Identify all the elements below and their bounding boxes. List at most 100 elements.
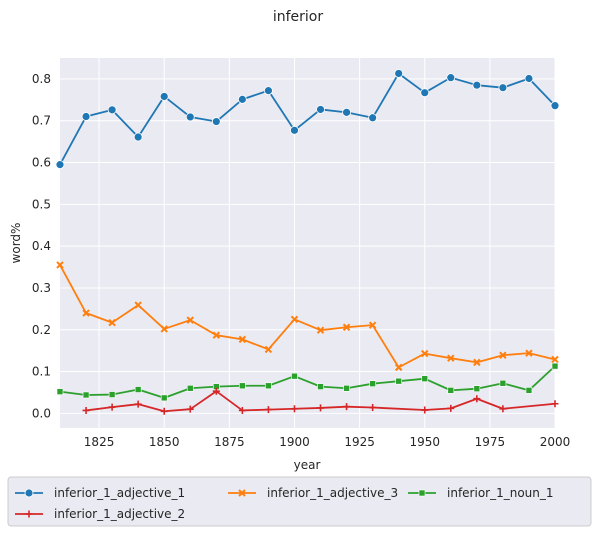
data-point: [160, 407, 168, 415]
x-axis-label: year: [294, 458, 321, 472]
data-point: [25, 510, 33, 518]
data-point: [525, 349, 533, 357]
data-point: [472, 80, 482, 90]
data-point: [290, 125, 299, 135]
data-point: [134, 386, 142, 393]
y-axis-label: word%: [9, 223, 23, 264]
y-tick-label: 0.8: [32, 72, 51, 86]
data-point: [551, 355, 559, 364]
data-point: [421, 406, 429, 414]
grid-lines: [60, 58, 556, 428]
data-point: [186, 384, 194, 392]
data-point: [343, 403, 351, 411]
data-point: [108, 403, 116, 411]
data-point: [264, 345, 273, 354]
data-point: [108, 318, 116, 327]
plot-background: [60, 58, 555, 428]
data-point: [316, 105, 325, 114]
data-point: [499, 351, 507, 359]
data-point: [447, 387, 455, 394]
data-point: [342, 323, 351, 331]
data-point: [290, 405, 298, 413]
data-point: [108, 391, 116, 398]
data-point: [525, 387, 533, 394]
data-point: [186, 405, 194, 413]
data-point: [160, 325, 168, 333]
data-point: [473, 395, 481, 403]
data-point: [56, 261, 64, 269]
data-point: [473, 358, 481, 367]
data-point: [211, 117, 221, 126]
series-line: [59, 264, 556, 369]
data-point: [238, 489, 246, 497]
x-tick-label: 2000: [540, 435, 571, 449]
x-tick-label: 1875: [214, 435, 245, 449]
x-tick-labels: 1825 1850 1875 1900 1925 1950 1975 2000: [84, 435, 570, 449]
x-tick-label: 1850: [149, 435, 180, 449]
data-point: [421, 349, 429, 358]
data-point: [498, 83, 508, 93]
data-point: [369, 380, 376, 387]
data-point: [447, 404, 455, 412]
data-point: [82, 309, 90, 317]
series-line: [59, 365, 556, 399]
y-tick-label: 0.2: [32, 323, 51, 337]
data-point: [212, 331, 221, 339]
data-point: [291, 372, 298, 380]
series-inferior_1_adjective_1: [55, 69, 560, 170]
data-point: [82, 406, 90, 414]
data-point: [160, 394, 168, 402]
data-point: [107, 105, 117, 115]
chart-title: inferior: [273, 9, 324, 25]
x-tick-label: 1825: [84, 435, 115, 449]
data-point: [369, 404, 377, 412]
data-point: [239, 382, 246, 390]
data-point: [212, 387, 220, 395]
data-point: [550, 101, 560, 111]
x-tick-label: 1975: [475, 435, 506, 449]
data-point: [418, 489, 426, 497]
data-point: [317, 383, 324, 390]
data-point: [238, 406, 246, 414]
data-point: [343, 384, 350, 392]
y-tick-label: 0.5: [32, 197, 51, 211]
y-tick-label: 0.4: [32, 239, 51, 253]
series-inferior_1_noun_1: [56, 362, 559, 402]
series-line: [59, 72, 556, 166]
data-point: [134, 400, 142, 408]
data-point: [420, 88, 430, 98]
data-point: [446, 73, 456, 83]
data-point: [394, 363, 403, 372]
data-point: [265, 382, 272, 390]
y-tick-label: 0.3: [32, 281, 51, 295]
data-point: [264, 86, 273, 96]
data-point: [55, 160, 65, 170]
series-lines: [55, 69, 560, 415]
data-point: [24, 488, 34, 498]
legend-label: inferior_1_adjective_1: [54, 486, 185, 500]
y-tick-labels: 0.0 0.1 0.2 0.3 0.4 0.5 0.6 0.7 0.8: [32, 72, 51, 420]
data-point: [81, 112, 91, 121]
data-point: [499, 379, 507, 387]
data-point: [551, 362, 559, 370]
data-point: [264, 406, 272, 414]
x-tick-label: 1925: [344, 435, 375, 449]
legend-label: inferior_1_noun_1: [447, 486, 554, 500]
data-point: [447, 354, 455, 362]
x-tick-label: 1900: [279, 435, 310, 449]
y-tick-label: 0.1: [32, 365, 51, 379]
data-point: [185, 112, 195, 122]
legend-item: inferior_1_adjective_2: [15, 507, 185, 521]
data-point: [499, 405, 507, 413]
y-tick-label: 0.7: [32, 114, 51, 128]
data-point: [134, 301, 142, 309]
data-point: [237, 94, 247, 104]
data-point: [316, 326, 325, 334]
data-point: [133, 132, 143, 142]
series-inferior_1_adjective_2: [82, 387, 559, 415]
data-point: [159, 92, 169, 101]
y-tick-label: 0.6: [32, 156, 51, 170]
data-point: [317, 404, 325, 412]
data-point: [368, 321, 377, 329]
